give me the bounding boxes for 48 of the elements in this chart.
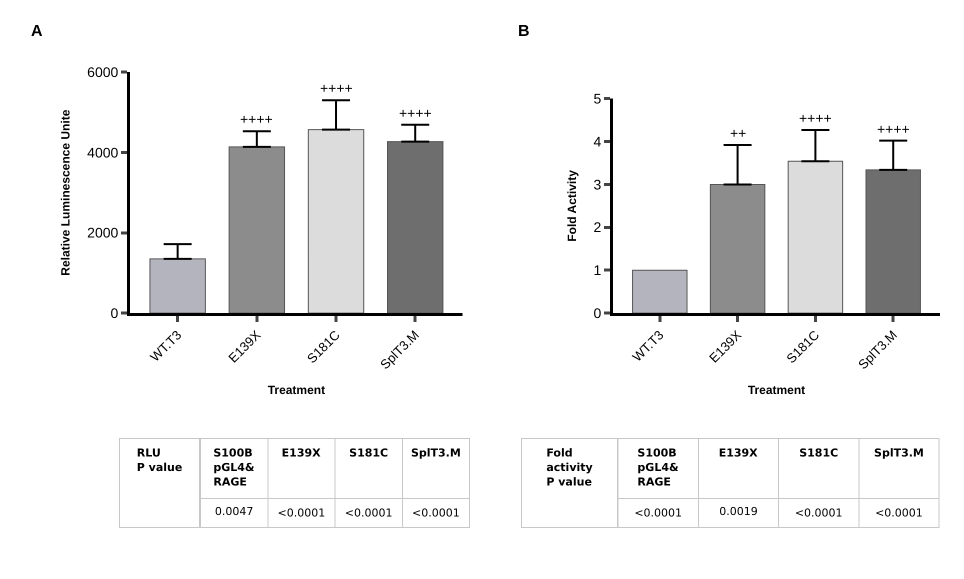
bar — [228, 146, 286, 314]
annotation: ++++ — [877, 121, 910, 137]
category-label: S181C — [349, 446, 388, 460]
bar — [149, 258, 206, 314]
text: RLU P value — [136, 446, 182, 474]
annotation: ++ — [730, 125, 746, 141]
category-label: S100B pGL4& RAGE — [213, 446, 255, 488]
text: Fold activity P value — [546, 446, 593, 488]
text: <0.0001 — [412, 506, 460, 520]
chart-title: B — [518, 23, 530, 40]
annotation: ++++ — [240, 111, 273, 127]
bar — [710, 184, 766, 314]
x-axis-title: Treatment — [748, 383, 806, 398]
text: <0.0001 — [634, 506, 682, 520]
chart-title: A — [31, 23, 43, 40]
y-tick-label: 0 — [110, 305, 119, 322]
category-label: E139X — [282, 446, 322, 460]
y-axis-title: Relative Luminescence Unite — [58, 109, 72, 276]
text: <0.0001 — [875, 506, 923, 520]
annotation: ++++ — [399, 105, 432, 121]
y-axis-title: Fold Activity — [564, 170, 579, 242]
y-tick-label: 6000 — [87, 64, 119, 80]
x-axis-title: Treatment — [268, 383, 326, 398]
y-tick-label: 4000 — [87, 144, 119, 160]
y-tick-label: 3 — [594, 176, 602, 192]
bar — [788, 160, 844, 314]
y-tick-label: 5 — [594, 90, 602, 107]
bar — [865, 169, 921, 314]
annotation: ++++ — [320, 80, 353, 96]
bar — [632, 270, 688, 314]
annotation: ++++ — [799, 110, 832, 126]
y-tick-label: 2000 — [87, 224, 119, 241]
text: 0.0047 — [214, 504, 254, 518]
bar — [308, 129, 364, 314]
y-tick-label: 0 — [594, 305, 602, 322]
y-tick-label: 1 — [594, 262, 602, 278]
y-tick-label: 2 — [594, 219, 602, 236]
text: <0.0001 — [344, 506, 392, 520]
text: <0.0001 — [278, 506, 326, 520]
category-label: SplT3.M — [410, 446, 461, 460]
category-label: E139X — [718, 446, 758, 460]
y-tick-label: 4 — [594, 133, 602, 150]
category-label: S181C — [799, 446, 838, 460]
category-label: S100B pGL4& RAGE — [637, 446, 679, 488]
text: <0.0001 — [794, 506, 843, 520]
category-label: SplT3.M — [874, 446, 924, 460]
bar — [386, 141, 444, 314]
text: 0.0019 — [719, 504, 758, 518]
